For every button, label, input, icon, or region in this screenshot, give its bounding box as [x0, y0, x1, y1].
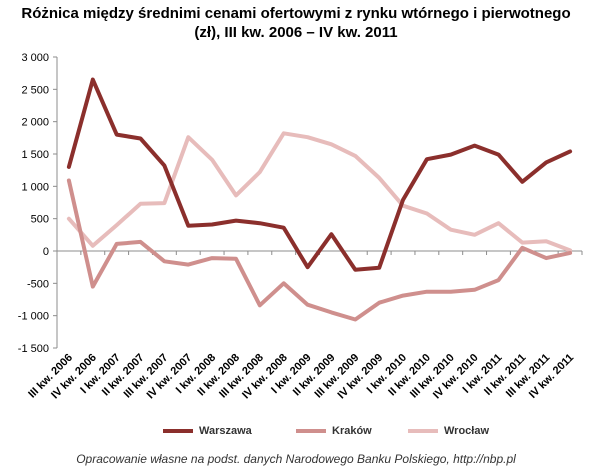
- legend-item: Warszawa: [163, 425, 252, 437]
- legend-label: Wrocław: [444, 425, 490, 437]
- y-tick-label: 500: [31, 214, 49, 226]
- legend-swatch: [296, 429, 326, 433]
- y-tick-label: 2 500: [21, 84, 49, 96]
- y-tick-label: 0: [43, 246, 49, 258]
- series-line-warszawa: [66, 77, 573, 272]
- legend-swatch: [408, 429, 438, 433]
- y-tick-label: 1 000: [21, 181, 49, 193]
- chart-title-line-1: Różnica między średnimi cenami ofertowym…: [21, 5, 571, 22]
- y-tick-label: 1 500: [21, 149, 49, 161]
- series-line-wrocław: [66, 131, 573, 253]
- y-tick-label: 3 000: [21, 52, 49, 64]
- chart-title-line-2: (zł), III kw. 2006 – IV kw. 2011: [194, 24, 398, 41]
- legend-label: Kraków: [332, 425, 372, 437]
- chart-axes: [53, 56, 583, 349]
- y-tick-label: 2 000: [21, 117, 49, 129]
- source-note: Opracowanie własne na podst. danych Naro…: [76, 452, 516, 466]
- chart-legend: Warszawa Kraków Wrocław: [0, 425, 592, 441]
- series-line-kraków: [66, 178, 573, 322]
- chart-series: [66, 77, 573, 322]
- y-tick-label: -1 500: [18, 343, 49, 355]
- chart-title: Różnica między średnimi cenami ofertowym…: [0, 4, 592, 42]
- legend-item: Kraków: [296, 425, 372, 437]
- y-tick-label: -1 000: [18, 311, 49, 323]
- legend-label: Warszawa: [199, 425, 252, 437]
- y-tick-label: -500: [27, 278, 49, 290]
- legend-swatch: [163, 429, 193, 433]
- legend-item: Wrocław: [408, 425, 489, 437]
